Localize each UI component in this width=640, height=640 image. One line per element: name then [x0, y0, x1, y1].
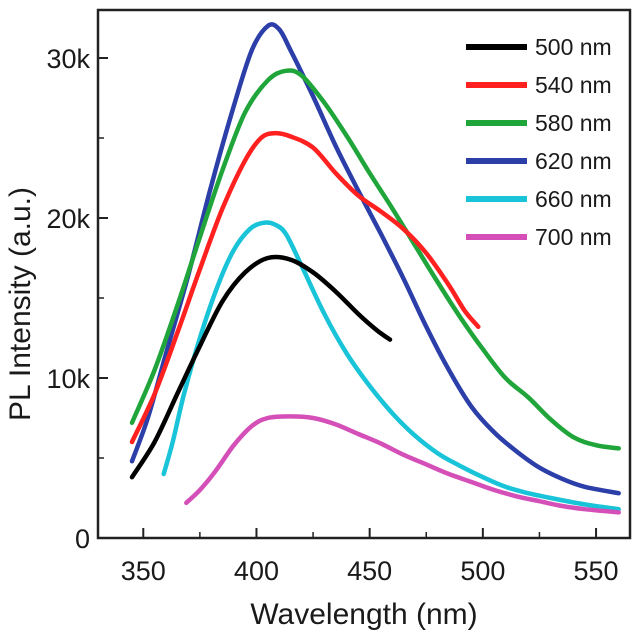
x-tick-label: 450 [347, 556, 392, 586]
x-tick-label: 550 [574, 556, 619, 586]
series-line-580-nm [129, 68, 621, 451]
x-axis-label: Wavelength (nm) [250, 598, 477, 631]
x-tick-label: 350 [121, 556, 166, 586]
legend-label: 500 nm [535, 34, 612, 60]
x-tick-label: 400 [234, 556, 279, 586]
legend-label: 660 nm [535, 186, 612, 212]
y-tick-label: 10k [46, 364, 90, 394]
series-line-620-nm [129, 22, 621, 496]
y-tick-label: 20k [46, 204, 90, 234]
series-line-540-nm [129, 130, 481, 445]
legend-label: 700 nm [535, 224, 612, 250]
y-axis: 0 10k 20k 30k [46, 44, 108, 554]
series-line-700-nm [184, 414, 621, 515]
plot-frame [96, 8, 632, 540]
series-layer [129, 22, 621, 515]
x-axis: 350 400 450 500 550 [121, 528, 619, 586]
legend-label: 540 nm [535, 72, 612, 98]
x-tick-label: 500 [460, 556, 505, 586]
legend-label: 620 nm [535, 148, 612, 174]
series-line-660-nm [161, 220, 621, 512]
y-tick-label: 0 [75, 524, 90, 554]
y-tick-label: 30k [46, 44, 90, 74]
series-line-500-nm [129, 254, 393, 480]
y-axis-label: PL Intensity (a.u.) [4, 187, 37, 421]
legend-label: 580 nm [535, 110, 612, 136]
legend: 500 nm 540 nm 580 nm 620 nm 660 nm 700 nm [466, 34, 612, 250]
